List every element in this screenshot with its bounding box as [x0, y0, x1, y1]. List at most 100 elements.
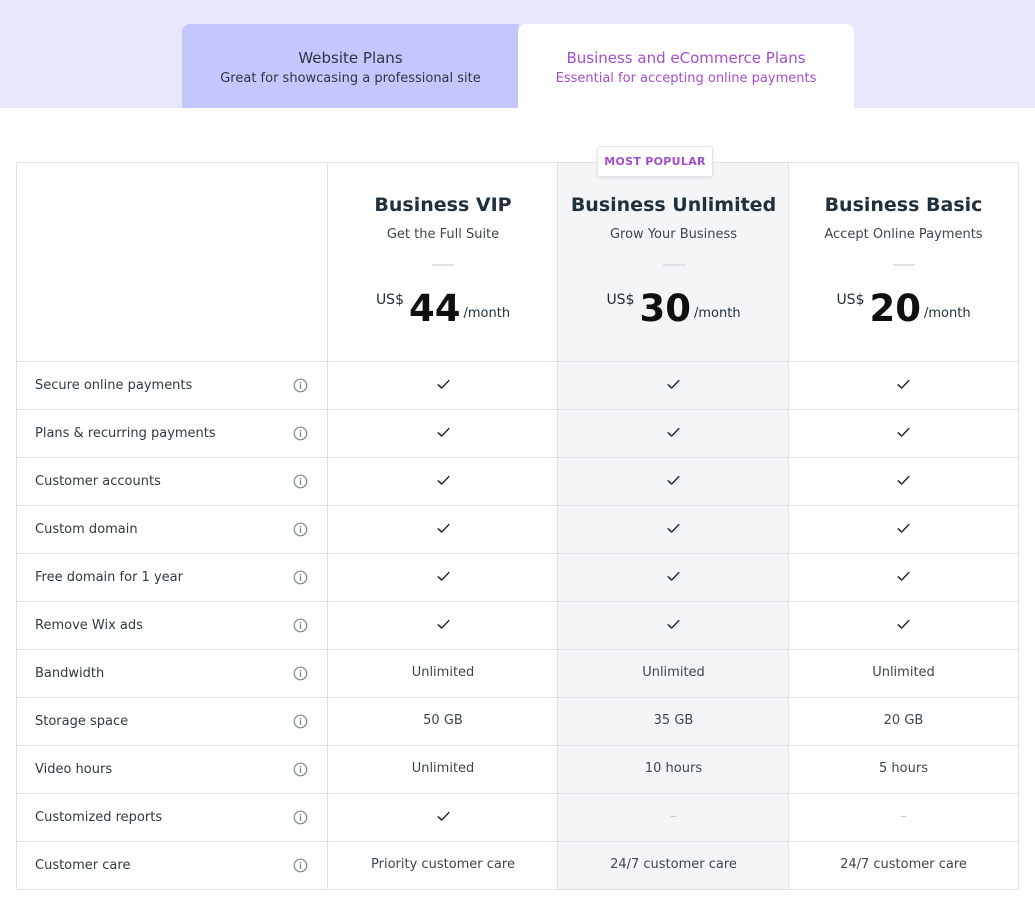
feature-label: Secure online payments	[35, 378, 193, 393]
feature-row: Free domain for 1 year	[17, 553, 1018, 601]
check-icon	[558, 410, 789, 457]
info-icon[interactable]	[293, 618, 308, 633]
info-icon[interactable]	[293, 858, 308, 873]
feature-row: Video hours Unlimited 10 hours 5 hours	[17, 745, 1018, 793]
check-icon	[789, 506, 1018, 553]
feature-value: Priority customer care	[371, 857, 515, 872]
feature-value: Unlimited	[411, 665, 475, 680]
tab-website-plans-title: Website Plans	[298, 49, 403, 67]
feature-label: Free domain for 1 year	[35, 570, 183, 585]
feature-label: Video hours	[35, 762, 113, 777]
plan-price: US$ 44/month	[328, 287, 558, 331]
feature-label: Remove Wix ads	[35, 618, 143, 633]
check-icon	[328, 602, 558, 649]
plan-header-business-unlimited: Business Unlimited Grow Your Business US…	[558, 163, 789, 361]
check-icon	[558, 362, 789, 409]
plan-divider	[892, 264, 915, 266]
check-icon	[789, 554, 1018, 601]
feature-value: 24/7 customer care	[610, 857, 737, 872]
feature-row: Bandwidth Unlimited Unlimited Unlimited	[17, 649, 1018, 697]
check-icon	[328, 794, 558, 841]
feature-row: Custom domain	[17, 505, 1018, 553]
feature-value: –	[900, 809, 907, 824]
check-icon	[328, 554, 558, 601]
feature-row: Remove Wix ads	[17, 601, 1018, 649]
feature-label: Plans & recurring payments	[35, 426, 216, 441]
feature-row: Customer care Priority customer care 24/7 …	[17, 841, 1018, 889]
info-icon[interactable]	[293, 570, 308, 585]
tab-business-plans-subtitle: Essential for accepting online payments	[555, 71, 817, 86]
check-icon	[558, 554, 789, 601]
feature-label: Customized reports	[35, 810, 163, 825]
feature-label: Custom domain	[35, 522, 138, 537]
check-icon	[558, 458, 789, 505]
info-icon[interactable]	[293, 378, 308, 393]
feature-row: Secure online payments	[17, 361, 1018, 409]
feature-value: 5 hours	[879, 761, 928, 776]
most-popular-badge: MOST POPULAR	[597, 146, 713, 177]
plan-tagline: Grow Your Business	[609, 227, 738, 242]
info-icon[interactable]	[293, 426, 308, 441]
check-icon	[789, 410, 1018, 457]
info-icon[interactable]	[293, 810, 308, 825]
tab-website-plans-subtitle: Great for showcasing a professional site	[220, 71, 481, 86]
check-icon	[328, 362, 558, 409]
tab-website-plans[interactable]: Website Plans Great for showcasing a pro…	[182, 24, 519, 108]
feature-row: Storage space 50 GB 35 GB 20 GB	[17, 697, 1018, 745]
price-currency: US$	[375, 292, 404, 308]
feature-row: Customized reports – –	[17, 793, 1018, 841]
info-icon[interactable]	[293, 474, 308, 489]
feature-value: 24/7 customer care	[840, 857, 967, 872]
feature-value: 50 GB	[423, 713, 463, 728]
info-icon[interactable]	[293, 522, 308, 537]
feature-label: Storage space	[35, 714, 129, 729]
plan-comparison-table: Business VIP Get the Full Suite US$ 44/mo…	[16, 162, 1019, 890]
popular-column-highlight	[558, 163, 789, 889]
plan-divider	[662, 264, 685, 266]
price-amount: 44	[408, 287, 461, 330]
plan-price: US$ 30/month	[558, 287, 789, 331]
check-icon	[328, 506, 558, 553]
plan-header-business-basic: Business Basic Accept Online Payments US…	[789, 163, 1018, 361]
check-icon	[789, 362, 1018, 409]
plan-header-business-vip: Business VIP Get the Full Suite US$ 44/mo…	[328, 163, 558, 361]
price-currency: US$	[836, 292, 865, 308]
feature-value: –	[670, 809, 677, 824]
check-icon	[558, 602, 789, 649]
tab-business-ecommerce-plans[interactable]: Business and eCommerce Plans Essential f…	[518, 24, 854, 108]
price-amount: 20	[869, 287, 921, 330]
price-currency: US$	[606, 292, 635, 308]
plan-name: Business Unlimited	[570, 194, 777, 216]
plan-tagline: Accept Online Payments	[824, 227, 983, 242]
feature-label: Customer care	[35, 858, 131, 873]
column-divider	[327, 163, 328, 889]
feature-value: 10 hours	[644, 761, 703, 776]
tab-business-plans-title: Business and eCommerce Plans	[566, 49, 806, 67]
check-icon	[789, 458, 1018, 505]
feature-label: Bandwidth	[35, 666, 105, 681]
check-icon	[328, 410, 558, 457]
feature-row: Customer accounts	[17, 457, 1018, 505]
feature-label: Customer accounts	[35, 474, 161, 489]
info-icon[interactable]	[293, 714, 308, 729]
info-icon[interactable]	[293, 666, 308, 681]
feature-value: 20 GB	[883, 713, 924, 728]
feature-value: Unlimited	[872, 665, 935, 680]
price-period: /month	[693, 306, 741, 321]
price-period: /month	[463, 306, 511, 321]
check-icon	[789, 602, 1018, 649]
plan-tagline: Get the Full Suite	[386, 227, 500, 242]
column-divider	[788, 163, 789, 889]
feature-value: Unlimited	[642, 665, 705, 680]
column-divider	[557, 163, 558, 889]
plan-divider	[432, 264, 454, 266]
feature-value: Unlimited	[411, 761, 475, 776]
check-icon	[328, 458, 558, 505]
plan-name: Business Basic	[824, 194, 983, 216]
price-period: /month	[923, 306, 971, 321]
plan-price: US$ 20/month	[789, 287, 1018, 331]
check-icon	[558, 506, 789, 553]
info-icon[interactable]	[293, 762, 308, 777]
feature-row: Plans & recurring payments	[17, 409, 1018, 457]
price-amount: 30	[639, 287, 691, 330]
